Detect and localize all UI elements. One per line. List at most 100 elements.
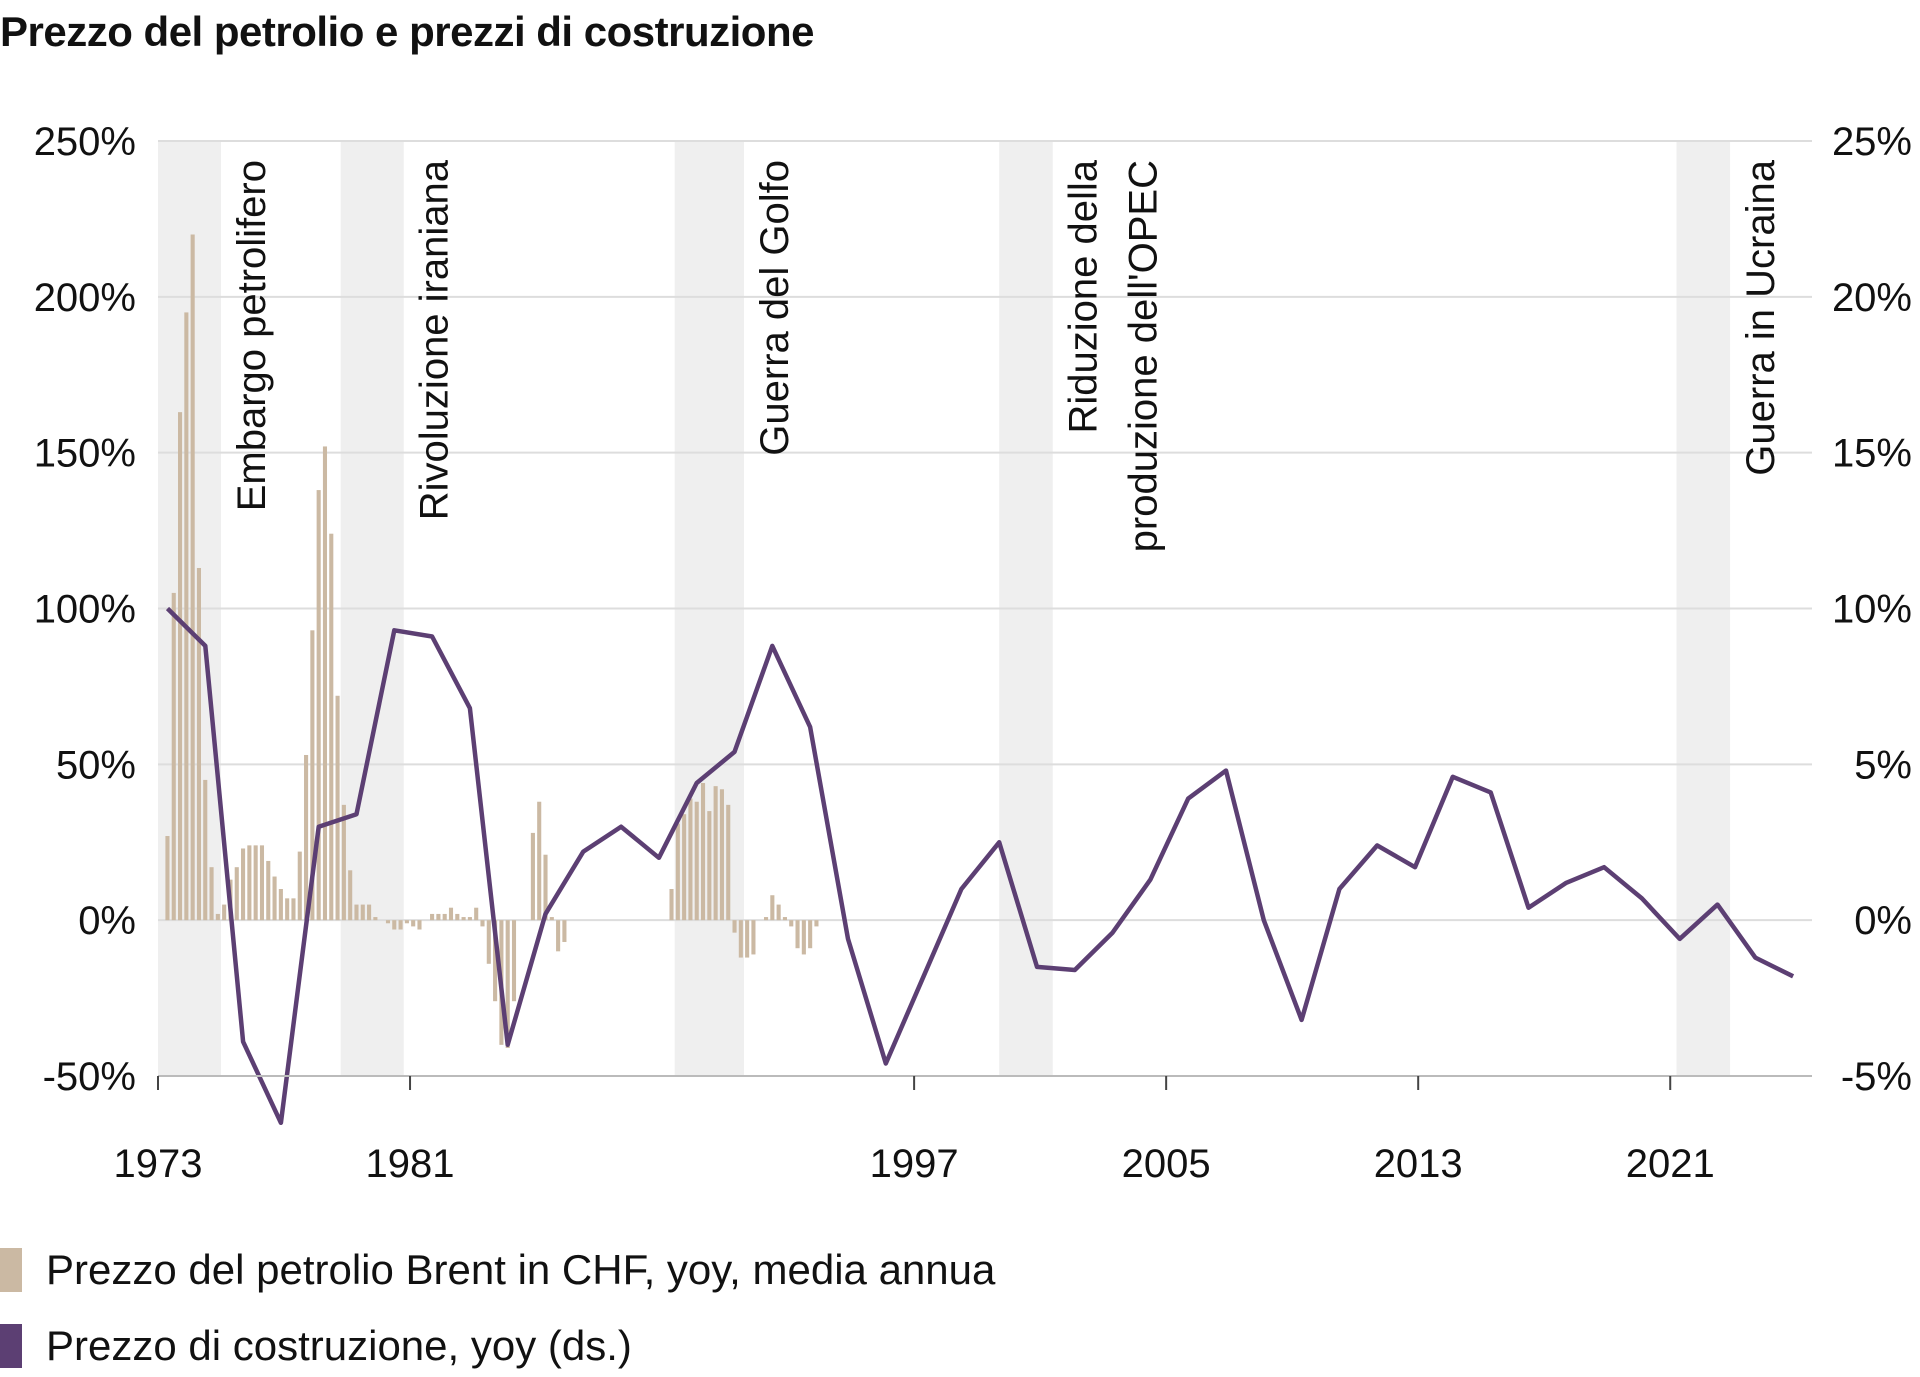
oil-bar-7 (209, 867, 214, 921)
oil-bar-12 (241, 848, 246, 921)
oil-bar-90 (732, 920, 737, 933)
oil-bar-49 (474, 907, 479, 921)
oil-bar-59 (537, 801, 542, 921)
oil-bar-18 (278, 889, 283, 921)
x-tick-label-5: 2021 (1626, 1142, 1715, 1186)
oil-bar-45 (448, 907, 454, 921)
y-left-tick-4: 150% (34, 432, 136, 476)
oil-bar-36 (392, 920, 397, 930)
event-label-2: Guerra del Golfo (753, 160, 797, 456)
oil-bar-82 (682, 814, 687, 921)
oil-bar-28 (341, 804, 346, 921)
oil-bar-32 (367, 904, 372, 921)
oil-bar-63 (562, 920, 567, 942)
oil-bar-15 (259, 845, 265, 921)
x-tick-label-4: 2013 (1374, 1142, 1463, 1186)
oil-bar-33 (373, 917, 378, 921)
oil-bar-24 (316, 490, 321, 921)
oil-bar-103 (814, 920, 819, 927)
oil-bar-27 (335, 695, 340, 921)
y-left-tick-3: 100% (34, 588, 136, 632)
legend-swatch-construction (0, 1324, 22, 1368)
oil-bar-61 (549, 917, 554, 921)
construction-price-line (165, 606, 1795, 1126)
oil-bar-98 (782, 917, 787, 921)
oil-bar-102 (808, 920, 813, 949)
oil-bar-35 (385, 920, 391, 924)
event-label-4: Guerra in Ucraina (1739, 159, 1783, 475)
oil-bar-46 (455, 913, 460, 921)
oil-bar-43 (436, 913, 441, 921)
oil-bar-87 (713, 786, 718, 921)
oil-bar-99 (789, 920, 794, 927)
legend-item-construction: Prezzo di costruzione, yoy (ds.) (0, 1322, 632, 1370)
legend-swatch-oil (0, 1248, 22, 1292)
oil-bar-96 (770, 895, 775, 921)
x-tick-label-1: 1981 (366, 1142, 455, 1186)
oil-bar-54 (505, 920, 510, 1048)
oil-bar-9 (222, 904, 227, 921)
y-right-tick-4: 15% (1832, 432, 1912, 476)
oil-bar-23 (310, 630, 315, 921)
oil-bar-93 (751, 920, 756, 955)
y-right-tick-0: -5% (1841, 1055, 1912, 1099)
oil-bar-91 (738, 920, 743, 958)
oil-bar-11 (234, 867, 239, 921)
oil-bar-26 (329, 533, 334, 921)
oil-bar-85 (700, 783, 706, 921)
oil-bar-17 (272, 876, 277, 921)
y-left-tick-2: 50% (56, 743, 136, 787)
oil-bar-38 (404, 920, 409, 924)
event-labels: Embargo petrolifero Rivoluzione iraniana G… (230, 159, 1783, 552)
grid-lines (158, 140, 1812, 1077)
event-label-1: Rivoluzione iraniana (413, 159, 457, 520)
x-axis: 1973 1981 1997 2005 2013 2021 (114, 1075, 1812, 1186)
oil-bar-30 (354, 904, 359, 921)
oil-bar-39 (411, 920, 416, 927)
legend-label-construction: Prezzo di costruzione, yoy (ds.) (46, 1322, 632, 1369)
oil-bar-100 (795, 920, 800, 949)
event-label-3-0: Riduzione della (1062, 159, 1106, 433)
y-right-tick-2: 5% (1854, 743, 1912, 787)
oil-price-bars (165, 234, 819, 1048)
oil-bar-13 (247, 845, 252, 921)
oil-bar-80 (669, 889, 674, 921)
oil-bar-16 (266, 860, 271, 921)
oil-bar-95 (763, 917, 769, 921)
x-tick-label-2: 1997 (870, 1142, 959, 1186)
y-right-tick-1: 0% (1854, 899, 1912, 943)
oil-bar-81 (675, 823, 680, 921)
y-left-tick-0: -50% (43, 1055, 136, 1099)
oil-bar-97 (776, 904, 781, 921)
oil-bar-50 (480, 920, 485, 927)
oil-bar-40 (417, 920, 422, 930)
oil-bar-37 (398, 920, 403, 930)
y-axis-right: -5% 0% 5% 10% 15% 20% 25% (1832, 120, 1912, 1099)
oil-bar-83 (688, 798, 693, 921)
y-left-tick-1: 0% (78, 899, 136, 943)
oil-bar-62 (556, 920, 561, 952)
oil-bar-84 (694, 801, 699, 921)
oil-bar-25 (322, 446, 328, 921)
y-right-tick-5: 20% (1832, 276, 1912, 320)
oil-bar-21 (297, 851, 302, 921)
oil-bar-52 (493, 920, 498, 1002)
event-label-3-1: produzione dell'OPEC (1122, 160, 1166, 552)
oil-bar-92 (745, 920, 750, 958)
oil-bar-8 (215, 913, 220, 921)
oil-bar-44 (442, 913, 447, 921)
oil-bar-1 (171, 592, 176, 921)
y-left-tick-5: 200% (34, 276, 136, 320)
oil-bar-86 (707, 811, 712, 921)
y-axis-left: -50% 0% 50% 100% 150% 200% 250% (34, 120, 136, 1099)
oil-bar-58 (530, 832, 535, 921)
chart-title: Prezzo del petrolio e prezzi di costruzi… (0, 8, 814, 55)
oil-bar-48 (467, 917, 472, 921)
oil-bar-47 (461, 917, 466, 921)
event-label-0: Embargo petrolifero (230, 160, 274, 511)
oil-bar-2 (178, 412, 183, 921)
oil-bar-0 (165, 836, 170, 921)
oil-bar-20 (291, 898, 296, 921)
x-tick-label-0: 1973 (114, 1142, 203, 1186)
legend-item-oil: Prezzo del petrolio Brent in CHF, yoy, m… (0, 1246, 995, 1294)
